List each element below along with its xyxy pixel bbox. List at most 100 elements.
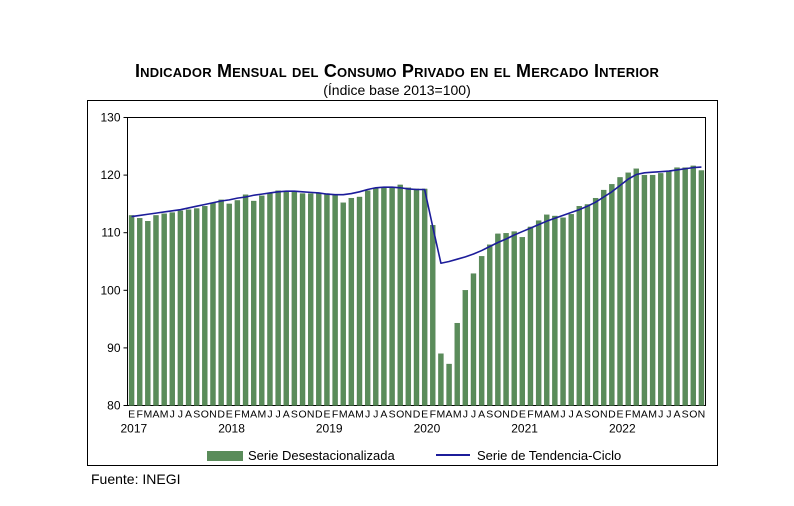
x-tick-label: S: [682, 409, 689, 421]
bar: [446, 363, 452, 406]
x-tick-label: S: [291, 409, 298, 421]
bar: [413, 188, 420, 406]
x-tick-label: F: [625, 409, 631, 421]
bar: [552, 215, 558, 406]
year-label: 2021: [511, 422, 538, 436]
x-tick-label: O: [396, 409, 404, 421]
bar: [389, 187, 395, 406]
bar: [454, 322, 460, 406]
bar: [511, 231, 517, 406]
y-tick-label: 110: [101, 226, 120, 240]
x-tick-label: O: [201, 409, 209, 421]
bar: [381, 187, 387, 406]
year-label: 2018: [218, 422, 245, 436]
x-tick-label: J: [178, 409, 183, 421]
x-tick-label: N: [209, 409, 217, 421]
bar: [560, 217, 566, 406]
x-tick-label: N: [502, 409, 510, 421]
legend-swatch-bars: [207, 451, 243, 461]
x-tick-label: M: [241, 409, 250, 421]
x-tick-label: A: [250, 409, 257, 421]
bar: [568, 214, 574, 406]
x-tick-label: F: [137, 409, 143, 421]
x-tick-label: S: [486, 409, 493, 421]
x-tick-label: E: [617, 409, 624, 421]
bar: [226, 203, 232, 406]
bar: [470, 273, 477, 406]
y-tick-label: 90: [107, 341, 121, 355]
x-tick-label: F: [234, 409, 240, 421]
x-tick-label: A: [478, 409, 485, 421]
bar: [348, 197, 355, 406]
year-label: 2019: [316, 422, 343, 436]
x-tick-label: D: [217, 409, 225, 421]
legend-label-bars: Serie Desestacionalizada: [248, 448, 395, 463]
bar: [438, 353, 444, 406]
bar: [609, 184, 615, 406]
x-tick-label: F: [332, 409, 338, 421]
x-tick-label: M: [437, 409, 446, 421]
x-tick-label: J: [170, 409, 175, 421]
y-tick-label: 80: [107, 399, 121, 413]
x-tick-label: J: [373, 409, 378, 421]
bar: [137, 218, 143, 406]
x-tick-label: O: [689, 409, 697, 421]
bar: [592, 197, 599, 406]
x-tick-label: E: [226, 409, 233, 421]
bar: [128, 215, 135, 406]
bar: [633, 168, 639, 406]
x-tick-label: N: [405, 409, 413, 421]
bar: [356, 196, 363, 406]
x-tick-label: E: [519, 409, 526, 421]
source-note: Fuente: INEGI: [91, 471, 181, 487]
x-tick-label: A: [348, 409, 355, 421]
bar: [698, 170, 705, 406]
x-tick-label: A: [673, 409, 680, 421]
year-label: 2017: [121, 422, 148, 436]
x-tick-label: M: [453, 409, 462, 421]
bar: [177, 210, 184, 406]
x-tick-label: D: [510, 409, 518, 421]
bar: [169, 212, 175, 406]
x-tick-label: O: [298, 409, 306, 421]
bar: [332, 195, 338, 406]
bar: [234, 200, 241, 406]
bar: [185, 209, 192, 406]
bar: [364, 190, 371, 406]
x-tick-label: D: [315, 409, 323, 421]
y-tick-label: 130: [100, 111, 120, 125]
x-tick-label: J: [267, 409, 272, 421]
x-tick-label: M: [648, 409, 657, 421]
bar: [535, 220, 542, 406]
x-tick-label: D: [608, 409, 616, 421]
bar: [487, 244, 493, 406]
bar: [251, 200, 257, 406]
bar: [299, 193, 306, 406]
x-tick-label: O: [494, 409, 502, 421]
x-tick-label: E: [323, 409, 330, 421]
bar: [316, 193, 322, 406]
x-tick-label: A: [641, 409, 648, 421]
bar: [291, 191, 298, 406]
x-tick-label: J: [658, 409, 663, 421]
x-tick-label: J: [471, 409, 476, 421]
bar: [462, 290, 469, 406]
bar: [641, 174, 648, 406]
x-tick-label: M: [632, 409, 641, 421]
x-tick-label: A: [283, 409, 290, 421]
bar: [649, 174, 656, 406]
bar: [495, 233, 501, 406]
bar: [373, 187, 379, 406]
year-label: 2020: [414, 422, 441, 436]
bar: [421, 188, 428, 406]
bar: [527, 226, 534, 406]
bar: [283, 191, 289, 406]
x-tick-label: A: [152, 409, 159, 421]
bar: [242, 194, 249, 406]
x-tick-label: N: [600, 409, 608, 421]
x-tick-label: M: [143, 409, 152, 421]
bar: [674, 167, 680, 406]
bar: [601, 189, 607, 406]
bar: [478, 256, 485, 406]
